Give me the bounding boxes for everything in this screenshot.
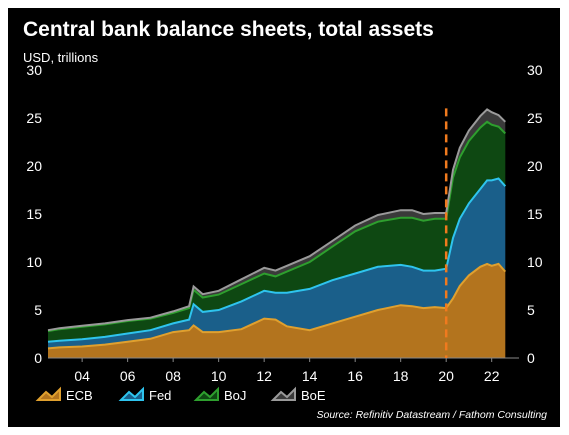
legend-label: BoJ	[224, 388, 246, 403]
line-boe	[47, 108, 507, 332]
chart-subtitle: USD, trillions	[23, 50, 99, 65]
legend-swatch	[118, 386, 144, 401]
line-fed	[47, 177, 507, 343]
area-boj	[48, 121, 506, 342]
x-tick-label: 20	[438, 368, 454, 384]
y-tick-label-left: 30	[26, 62, 42, 78]
area-ecb	[48, 263, 506, 358]
legend-item-fed: Fed	[118, 386, 171, 403]
series-areas	[48, 109, 506, 358]
x-tick-label: 04	[74, 368, 90, 384]
chart-title: Central bank balance sheets, total asset…	[23, 18, 434, 41]
x-tick-label: 16	[347, 368, 363, 384]
x-tick-label: 18	[393, 368, 409, 384]
source-note: Source: Refinitiv Datastream / Fathom Co…	[316, 409, 547, 421]
legend-label: Fed	[149, 388, 171, 403]
line-ecb	[47, 262, 507, 350]
y-tick-label-right: 25	[527, 110, 543, 126]
x-tick-label: 12	[256, 368, 272, 384]
y-tick-label-left: 20	[26, 158, 42, 174]
x-tick-label: 10	[211, 368, 227, 384]
legend-item-boe: BoE	[270, 386, 326, 403]
legend-swatch	[35, 386, 61, 401]
area-fed	[48, 178, 506, 349]
y-tick-label-right: 20	[527, 158, 543, 174]
x-tick-label: 08	[165, 368, 181, 384]
y-tick-label-left: 25	[26, 110, 42, 126]
x-tick-label: 22	[484, 368, 500, 384]
x-tick-label: 14	[302, 368, 318, 384]
y-tick-label-left: 5	[34, 302, 42, 318]
series-outlines	[47, 108, 507, 350]
chart-svg: 0 0 5 5 10 10 15 15 20 20 25 25 30 30 04 06 08 10 12 14 16 18…	[26, 62, 547, 421]
legend-swatch	[270, 386, 296, 401]
y-tick-label-right: 0	[527, 350, 535, 366]
y-tick-label-left: 15	[26, 206, 42, 222]
y-tick-label-left: 10	[26, 254, 42, 270]
legend-item-ecb: ECB	[35, 386, 93, 403]
legend-label: ECB	[66, 388, 93, 403]
x-tick-label: 06	[120, 368, 136, 384]
y-tick-label-right: 15	[527, 206, 543, 222]
legend-label: BoE	[301, 388, 326, 403]
y-tick-label-left: 0	[34, 350, 42, 366]
legend-swatch	[193, 386, 219, 401]
y-tick-label-right: 30	[527, 62, 543, 78]
y-tick-label-right: 5	[527, 302, 535, 318]
y-tick-label-right: 10	[527, 254, 543, 270]
chart-panel: Central bank balance sheets, total asset…	[8, 8, 560, 427]
axes: 0 0 5 5 10 10 15 15 20 20 25 25 30 30 04 06 08 10 12 14 16 18…	[26, 62, 542, 384]
legend-item-boj: BoJ	[193, 386, 246, 403]
legend: ECB Fed BoJ BoE	[35, 386, 326, 403]
